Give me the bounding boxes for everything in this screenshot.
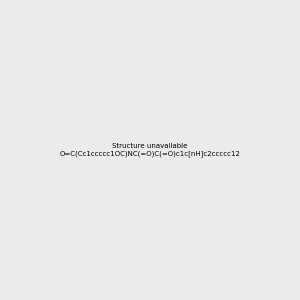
Text: Structure unavailable
O=C(Cc1ccccc1OC)NC(=O)C(=O)c1c[nH]c2ccccc12: Structure unavailable O=C(Cc1ccccc1OC)NC… (60, 143, 240, 157)
